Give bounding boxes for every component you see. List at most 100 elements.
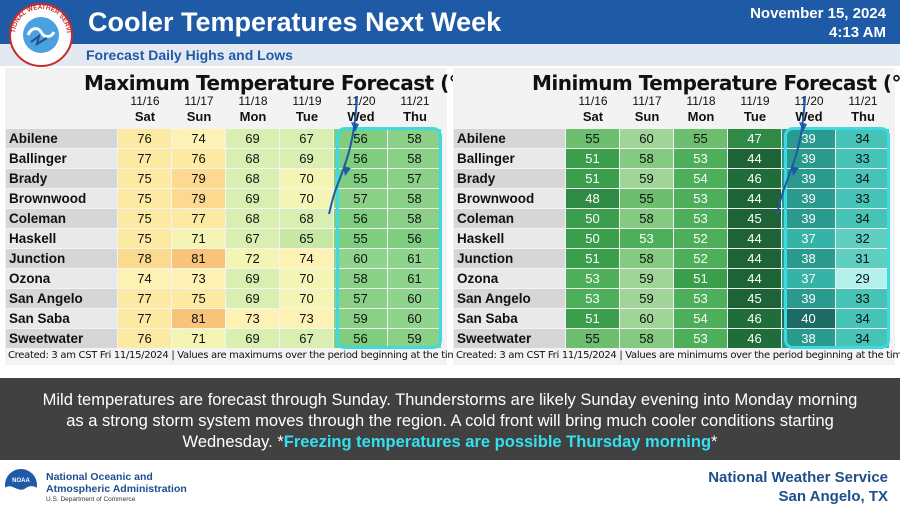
min-temp-cell: 52 <box>673 248 728 269</box>
site-name: San Saba <box>453 308 566 329</box>
column-day: Sun <box>186 109 212 124</box>
max-temp-cell: 61 <box>387 268 442 289</box>
max-temp-cell: 75 <box>117 168 172 189</box>
cold-front-icon <box>328 96 359 215</box>
site-name: Ballinger <box>453 148 566 169</box>
max-temp-cell: 58 <box>387 128 442 149</box>
noaa-name: National Oceanic and Atmospheric Adminis… <box>46 471 187 495</box>
max-column-header: 11/21 Thu <box>388 94 442 124</box>
site-name: Ballinger <box>5 148 118 169</box>
table-row: Abilene 76 74 69 67 56 58 <box>5 128 442 149</box>
max-temp-cell: 75 <box>171 288 226 309</box>
min-temp-cell: 55 <box>619 188 674 209</box>
site-name: San Angelo <box>5 288 118 309</box>
min-temp-cell: 44 <box>727 248 782 269</box>
max-temp-cell: 74 <box>171 128 226 149</box>
max-temp-cell: 76 <box>117 128 172 149</box>
min-temp-cell: 51 <box>565 148 620 169</box>
summary-banner: Mild temperatures are forecast through S… <box>0 378 900 460</box>
max-temp-cell: 77 <box>117 308 172 329</box>
max-temp-cell: 60 <box>387 288 442 309</box>
table-row: Brady 75 79 68 70 55 57 <box>5 168 442 189</box>
min-column-header: 11/17 Sun <box>620 94 674 124</box>
max-temp-cell: 76 <box>117 328 172 349</box>
summary-tail: * <box>711 433 718 451</box>
column-day: Tue <box>743 109 767 124</box>
min-temp-cell: 34 <box>835 128 890 149</box>
page-title: Cooler Temperatures Next Week <box>88 7 502 37</box>
min-highlight-box <box>784 127 890 349</box>
column-day: Thu <box>403 109 427 124</box>
min-temp-cell: 53 <box>673 208 728 229</box>
table-row: San Saba 77 81 73 73 59 60 <box>5 308 442 329</box>
max-temp-cell: 69 <box>225 268 280 289</box>
min-temp-cell: 39 <box>781 188 836 209</box>
min-temp-cell: 54 <box>673 308 728 329</box>
min-temp-cell: 53 <box>619 228 674 249</box>
table-row: Brownwood 48 55 53 44 39 33 <box>453 188 890 209</box>
subtitle-bar: Forecast Daily Highs and Lows <box>0 44 900 66</box>
max-temp-panel: Maximum Temperature Forecast (°F) 11/16 S… <box>5 68 499 365</box>
summary-main: Mild temperatures are forecast through S… <box>42 391 858 451</box>
max-temp-cell: 75 <box>117 188 172 209</box>
footer: NOAA National Oceanic and Atmospheric Ad… <box>0 460 900 506</box>
page-subtitle: Forecast Daily Highs and Lows <box>86 47 293 63</box>
min-temp-cell: 53 <box>673 188 728 209</box>
table-row: Abilene 55 60 55 47 39 34 <box>453 128 890 149</box>
table-row: Ozona 74 73 69 70 58 61 <box>5 268 442 289</box>
site-name: Haskell <box>453 228 566 249</box>
min-temp-cell: 58 <box>619 148 674 169</box>
site-name: Brady <box>453 168 566 189</box>
min-temp-cell: 53 <box>673 148 728 169</box>
column-date: 11/19 <box>292 94 322 108</box>
min-temp-cell: 50 <box>565 208 620 229</box>
issue-datetime: November 15, 2024 4:13 AM <box>750 4 886 42</box>
max-temp-cell: 67 <box>225 228 280 249</box>
column-day: Tue <box>295 109 319 124</box>
max-temp-cell: 55 <box>333 228 388 249</box>
min-temp-cell: 44 <box>727 268 782 289</box>
table-row: Haskell 50 53 52 44 37 32 <box>453 228 890 249</box>
site-name: San Saba <box>5 308 118 329</box>
table-row: Coleman 50 58 53 45 39 34 <box>453 208 890 229</box>
site-name: Sweetwater <box>5 328 118 349</box>
table-row: Sweetwater 76 71 69 67 56 59 <box>5 328 442 349</box>
svg-text:NOAA: NOAA <box>12 478 30 484</box>
max-temp-cell: 56 <box>333 148 388 169</box>
max-column-header: 11/19 Tue <box>280 94 334 124</box>
max-temp-cell: 58 <box>333 268 388 289</box>
max-temp-cell: 75 <box>117 228 172 249</box>
max-temp-cell: 68 <box>225 208 280 229</box>
site-name: Junction <box>5 248 118 269</box>
nws-office: National Weather Service San Angelo, TX <box>708 468 888 506</box>
table-row: Haskell 75 71 67 65 55 56 <box>5 228 442 249</box>
column-date: 11/19 <box>740 94 770 108</box>
site-name: Brady <box>5 168 118 189</box>
min-temp-cell: 33 <box>835 148 890 169</box>
issue-date: November 15, 2024 <box>750 5 886 22</box>
max-temp-cell: 56 <box>333 328 388 349</box>
cold-front-icon <box>776 96 807 215</box>
min-temp-panel: Minimum Temperature Forecast (°F) 11/16 S… <box>453 68 900 365</box>
min-temp-cell: 58 <box>619 208 674 229</box>
table-row: Ballinger 77 76 68 69 56 58 <box>5 148 442 169</box>
min-footnote: Created: 3 am CST Fri 11/15/2024 | Value… <box>456 350 900 361</box>
min-temp-cell: 51 <box>673 268 728 289</box>
max-temp-cell: 74 <box>279 248 334 269</box>
min-temp-cell: 54 <box>673 168 728 189</box>
office-line1: National Weather Service <box>708 469 888 486</box>
site-name: Junction <box>453 248 566 269</box>
site-name: Haskell <box>5 228 118 249</box>
nws-logo-icon: NATIONAL WEATHER SERVICE <box>6 2 73 67</box>
min-temp-cell: 32 <box>835 228 890 249</box>
site-name: Coleman <box>5 208 118 229</box>
max-temp-cell: 69 <box>225 328 280 349</box>
min-temp-cell: 59 <box>619 288 674 309</box>
max-temp-cell: 67 <box>279 328 334 349</box>
max-temp-cell: 70 <box>279 268 334 289</box>
max-temp-cell: 69 <box>225 288 280 309</box>
min-temp-cell: 38 <box>781 328 836 349</box>
min-temp-cell: 58 <box>619 328 674 349</box>
table-row: San Saba 51 60 54 46 40 34 <box>453 308 890 329</box>
header-bar: Cooler Temperatures Next Week November 1… <box>0 0 900 44</box>
